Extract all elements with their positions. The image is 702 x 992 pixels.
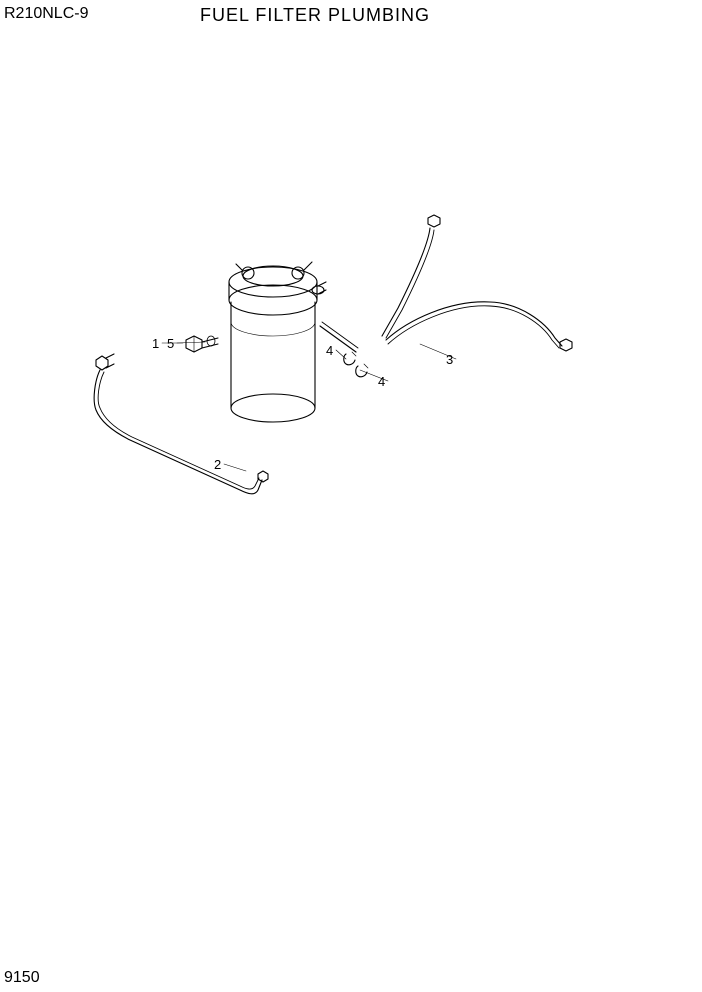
page: R210NLC-9 FUEL FILTER PLUMBING 9150 1 5 … [0, 0, 702, 992]
clip-b-icon [356, 364, 368, 377]
parts-diagram-svg [0, 0, 702, 992]
hose-right-icon [320, 215, 572, 377]
filter-body-icon [231, 302, 315, 422]
diagram-canvas [0, 0, 702, 992]
hose-left-icon [94, 354, 268, 494]
filter-head-icon [229, 262, 326, 315]
left-fitting-icon [186, 336, 218, 352]
